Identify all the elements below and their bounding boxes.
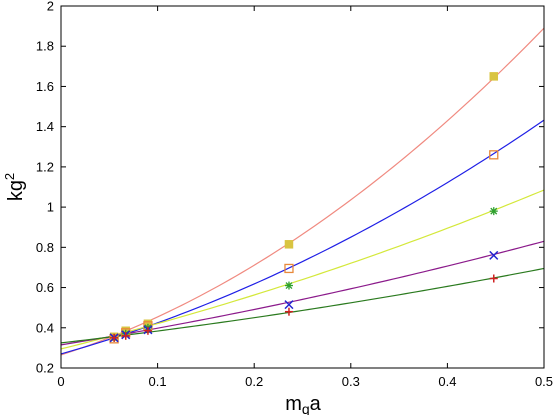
y-tick-label: 1 [47, 200, 54, 215]
fit-curve-3 [60, 189, 545, 350]
data-point [284, 263, 294, 274]
data-point [489, 250, 499, 260]
plot-frame [60, 5, 545, 369]
y-tick-labels: 0.2 0.4 0.6 0.8 1 1.2 1.4 1.6 1.8 2 [36, 0, 54, 376]
x-tick-label: 0.4 [438, 374, 456, 389]
fit-curve-1 [60, 27, 545, 356]
fit-curve-2 [60, 119, 545, 355]
data-point [489, 274, 498, 283]
data-point [284, 300, 294, 310]
y-tick-label: 1.4 [36, 119, 54, 134]
y-tick-label: 1.6 [36, 79, 54, 94]
x-tick-label: 0.1 [149, 374, 167, 389]
data-markers [109, 72, 499, 344]
y-tick-label: 0.8 [36, 240, 54, 255]
axis-ticks [60, 5, 545, 369]
x-tick-label: 0 [57, 374, 64, 389]
data-point [489, 72, 499, 81]
x-tick-label: 0.3 [342, 374, 360, 389]
y-tick-label: 2 [47, 0, 54, 14]
fit-curve-5 [60, 267, 545, 344]
x-axis-title: mqa [285, 393, 321, 415]
fit-curves [60, 27, 545, 356]
data-point [284, 240, 294, 249]
y-tick-label: 0.2 [36, 361, 54, 376]
x-tick-label: 0.2 [245, 374, 263, 389]
data-point [143, 326, 152, 335]
y-tick-label: 0.6 [36, 280, 54, 295]
data-point [284, 307, 293, 316]
data-point [284, 281, 293, 290]
data-point [110, 333, 119, 342]
data-point [121, 331, 130, 340]
y-tick-label: 1.8 [36, 39, 54, 54]
fit-curve-4 [60, 240, 545, 346]
data-point [489, 150, 499, 160]
y-axis-title: kg2 [2, 173, 27, 201]
y-tick-label: 0.4 [36, 320, 54, 335]
x-tick-label: 0.5 [535, 374, 553, 389]
y-tick-label: 1.2 [36, 159, 54, 174]
x-tick-labels: 0 0.1 0.2 0.3 0.4 0.5 [57, 374, 553, 389]
data-point [489, 207, 498, 216]
